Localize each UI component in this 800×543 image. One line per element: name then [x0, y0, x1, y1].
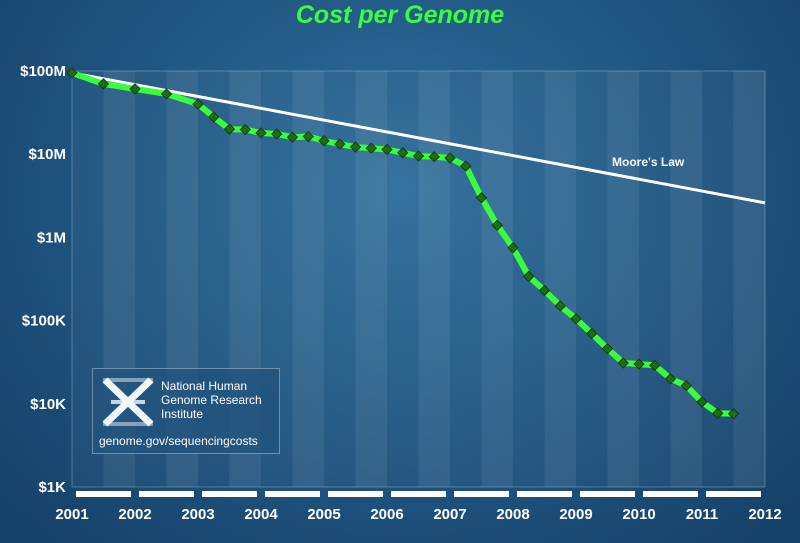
cost-point	[586, 327, 598, 340]
institute-name-line: Institute	[161, 407, 204, 421]
cost-point	[223, 123, 236, 135]
y-tick-label: $1K	[38, 479, 66, 496]
y-tick-label: $100K	[22, 313, 66, 330]
cost-point	[208, 111, 220, 123]
year-band	[481, 71, 513, 487]
x-tick-label: 2004	[244, 506, 278, 523]
year-strip	[328, 491, 383, 497]
cost-point	[160, 88, 173, 100]
source-url: genome.gov/sequencingcosts	[99, 434, 258, 448]
year-strip	[391, 491, 446, 497]
cost-point	[523, 270, 535, 283]
cost-point	[129, 83, 141, 95]
nhgri-logo-box: National Human Genome Research Institute…	[92, 368, 280, 454]
x-tick-label: 2006	[370, 506, 403, 523]
institute-name: National Human Genome Research Institute	[161, 379, 279, 421]
year-band	[670, 71, 702, 487]
year-strip	[454, 491, 509, 497]
year-strip	[139, 491, 194, 497]
x-tick-label: 2005	[307, 506, 340, 523]
x-tick-label: 2009	[559, 506, 592, 523]
x-tick-label: 2002	[118, 506, 151, 523]
x-tick-label: 2010	[622, 506, 655, 523]
x-axis-ticks: 2001 2002 2003 2004 2005 2006 2007 2008 2009 2010…	[55, 506, 781, 523]
year-strip	[643, 491, 698, 497]
y-tick-label: $100M	[20, 63, 66, 80]
institute-name-line: Genome Research	[161, 393, 262, 407]
cost-point	[712, 407, 724, 419]
plot-area	[71, 70, 766, 488]
institute-name-line: National Human	[161, 379, 248, 393]
cost-point	[66, 67, 78, 79]
nhgri-helix-icon	[102, 377, 154, 427]
cost-point	[428, 151, 440, 163]
cost-point	[475, 191, 488, 204]
chart-title: Cost per Genome	[295, 1, 505, 29]
cost-point	[318, 135, 330, 147]
cost-point	[271, 128, 283, 140]
cost-point	[302, 130, 314, 143]
moores-law-label: Moore's Law	[612, 155, 685, 169]
cost-point	[349, 141, 362, 153]
cost-point	[507, 242, 519, 254]
year-strip	[706, 491, 761, 497]
year-band	[418, 71, 450, 487]
x-tick-label: 2001	[55, 506, 88, 523]
x-tick-label: 2003	[181, 506, 214, 523]
year-strip	[76, 491, 131, 497]
cost-point	[412, 150, 425, 162]
moores-law-line	[71, 71, 766, 205]
cost-point	[334, 138, 346, 150]
cost-point	[554, 300, 566, 312]
year-strip	[202, 491, 257, 497]
cost-point	[617, 357, 629, 369]
cost-point	[649, 359, 661, 372]
x-tick-label: 2008	[496, 506, 529, 523]
cost-point	[633, 358, 645, 370]
year-band	[355, 71, 387, 487]
cost-point	[239, 123, 251, 136]
year-band	[733, 71, 765, 487]
cost-point	[491, 219, 503, 231]
cost-point	[255, 127, 267, 139]
cost-point	[97, 78, 110, 90]
y-axis-ticks: $100M $10M $1M $100K $10K $1K	[20, 63, 66, 496]
year-strip	[517, 491, 572, 497]
cost-point	[444, 152, 456, 164]
cost-point	[664, 373, 677, 385]
year-strip	[580, 491, 635, 497]
year-band	[607, 71, 639, 487]
cost-point	[696, 396, 708, 408]
y-tick-label: $1M	[37, 229, 66, 246]
cost-point	[601, 342, 614, 355]
cost-point	[397, 147, 409, 159]
x-tick-label: 2011	[686, 506, 719, 523]
cost-point	[192, 98, 204, 110]
y-tick-label: $10K	[30, 396, 66, 413]
cost-point	[381, 143, 393, 156]
y-tick-label: $10M	[28, 146, 66, 163]
year-band	[544, 71, 576, 487]
chart-series: Moore's Law	[66, 67, 766, 420]
cost-point	[727, 408, 740, 420]
cost-point	[460, 160, 472, 172]
cost-point	[680, 379, 692, 392]
x-tick-label: 2012	[748, 506, 781, 523]
cost-point	[286, 131, 299, 143]
cost-point	[538, 284, 551, 297]
year-strip	[265, 491, 320, 497]
x-tick-label: 2007	[433, 506, 466, 523]
cost-point	[365, 142, 377, 154]
cost-point	[570, 313, 582, 325]
